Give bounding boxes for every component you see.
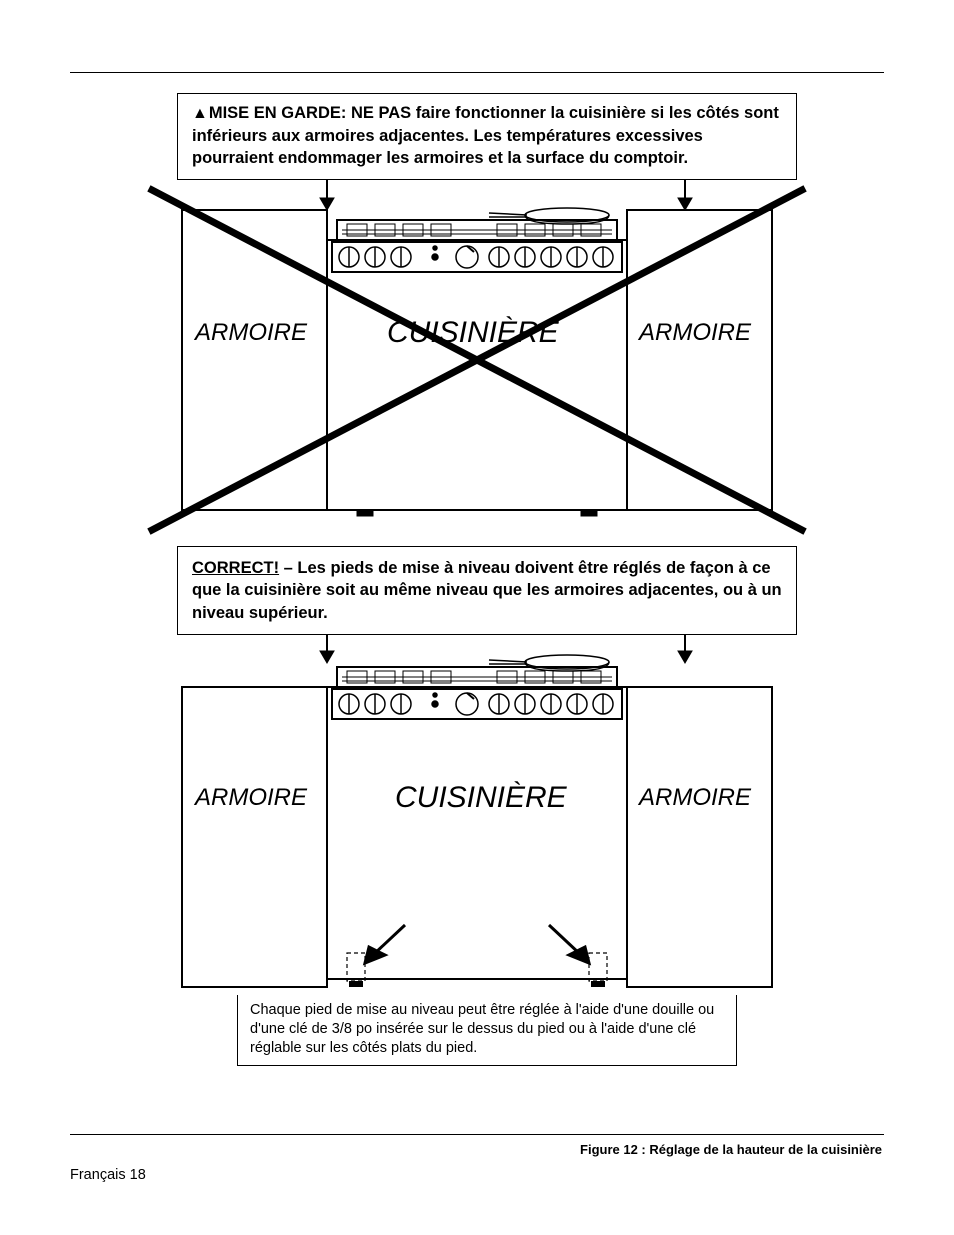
note-box: Chaque pied de mise au niveau peut être …: [237, 995, 737, 1067]
diagram-incorrect: ARMOIRE CUISINIÈRE ARMOIRE: [137, 180, 817, 540]
correct-box: CORRECT! – Les pieds de mise à niveau do…: [177, 546, 797, 635]
warning-icon: ▲: [192, 103, 208, 125]
bottom-rule: [70, 1134, 884, 1135]
page-footer: Français 18: [70, 1167, 146, 1183]
label-cabinet-left: ARMOIRE: [193, 319, 308, 346]
correct-title: CORRECT!: [192, 559, 279, 577]
correct-text: – Les pieds de mise à niveau doivent êtr…: [192, 559, 782, 622]
warning-box: ▲MISE EN GARDE: NE PAS faire fonctionner…: [177, 93, 797, 180]
figure-wrap: ▲MISE EN GARDE: NE PAS faire fonctionner…: [137, 93, 817, 1066]
warning-title: MISE EN GARDE:: [209, 104, 347, 122]
figure-caption: Figure 12 : Réglage de la hauteur de la …: [580, 1142, 882, 1157]
note-text: Chaque pied de mise au niveau peut être …: [250, 1002, 714, 1056]
top-rule: [70, 72, 884, 73]
diagram-correct: ARMOIRE CUISINIÈRE ARMOIRE: [137, 635, 817, 995]
label-range-2: CUISINIÈRE: [395, 781, 568, 814]
label-cabinet-left-2: ARMOIRE: [193, 784, 308, 811]
label-cabinet-right-2: ARMOIRE: [637, 784, 752, 811]
page: ▲MISE EN GARDE: NE PAS faire fonctionner…: [0, 0, 954, 1235]
label-cabinet-right: ARMOIRE: [637, 319, 752, 346]
